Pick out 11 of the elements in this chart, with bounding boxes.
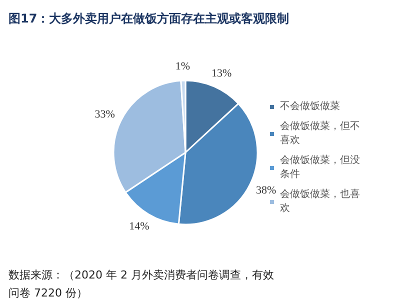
data-label: 1% — [175, 60, 190, 73]
data-label: 38% — [256, 184, 276, 197]
data-label: 13% — [212, 68, 232, 80]
data-label: 33% — [94, 108, 115, 120]
legend-label: 会做饭做菜，但不喜欢 — [280, 120, 360, 147]
legend-label: 不会做饭做菜 — [280, 100, 340, 113]
legend-label: 会做饭做菜，但没条件 — [280, 154, 360, 181]
data-label: 14% — [129, 220, 150, 232]
chart-title: 图17：大多外卖用户在做饭方面存在主观或客观限制 — [8, 12, 290, 26]
legend-label: 会做饭做菜，也喜欢 — [280, 188, 360, 215]
source-note: 数据来源：（2020 年 2 月外卖消费者问卷调查，有效问卷 7220 份） — [8, 268, 274, 300]
